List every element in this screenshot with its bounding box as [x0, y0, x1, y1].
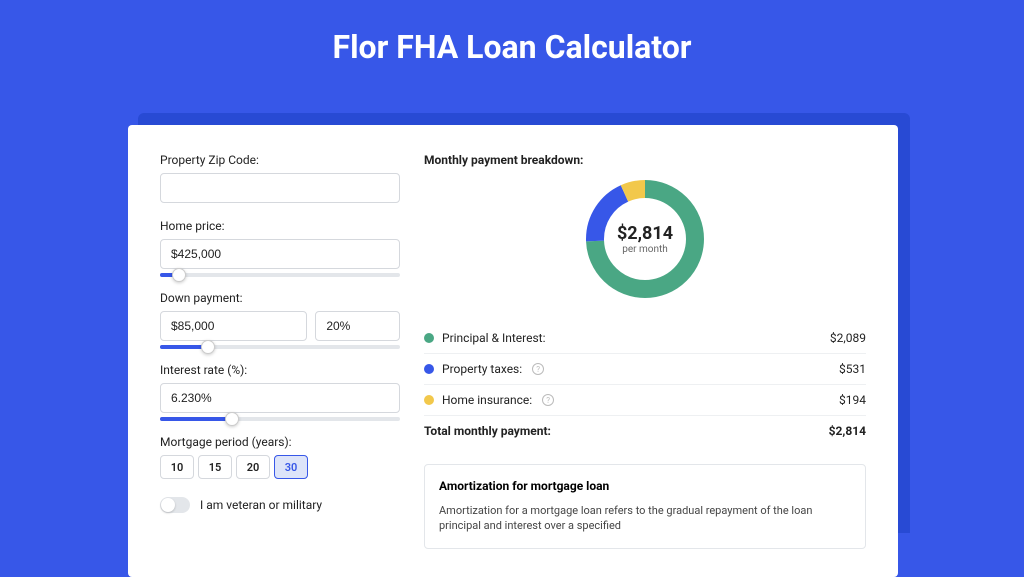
donut-value: $2,814 — [617, 223, 673, 244]
legend-value: $531 — [839, 362, 866, 376]
donut-chart: $2,814 per month — [585, 179, 705, 299]
period-btn-10[interactable]: 10 — [160, 455, 194, 479]
field-mortgage-period: Mortgage period (years): 10152030 — [160, 435, 400, 479]
donut-chart-wrap: $2,814 per month — [424, 179, 866, 299]
calculator-card: Property Zip Code: Home price: Down paym… — [128, 125, 898, 577]
legend-row-2: Home insurance:? $194 — [424, 385, 866, 416]
breakdown-title: Monthly payment breakdown: — [424, 153, 866, 167]
interest-rate-slider[interactable] — [160, 417, 400, 421]
legend-label: Home insurance: — [442, 393, 532, 407]
total-value: $2,814 — [829, 424, 866, 438]
page-title: Flor FHA Loan Calculator — [0, 0, 1024, 90]
field-zip: Property Zip Code: — [160, 153, 400, 205]
legend-dot-icon — [424, 395, 434, 405]
zip-input[interactable] — [160, 173, 400, 203]
legend-value: $2,089 — [830, 331, 866, 345]
amortization-title: Amortization for mortgage loan — [439, 479, 851, 493]
field-down-payment: Down payment: — [160, 291, 400, 349]
down-payment-slider[interactable] — [160, 345, 400, 349]
mortgage-period-label: Mortgage period (years): — [160, 435, 400, 449]
legend-label: Property taxes: — [442, 362, 522, 376]
veteran-label: I am veteran or military — [200, 498, 322, 512]
veteran-toggle[interactable] — [160, 497, 190, 513]
home-price-input[interactable] — [160, 239, 400, 269]
interest-rate-input[interactable] — [160, 383, 400, 413]
legend-row-0: Principal & Interest: $2,089 — [424, 323, 866, 354]
info-icon[interactable]: ? — [532, 363, 544, 375]
home-price-slider[interactable] — [160, 273, 400, 277]
veteran-toggle-knob — [161, 498, 175, 512]
period-btn-20[interactable]: 20 — [236, 455, 270, 479]
field-home-price: Home price: — [160, 219, 400, 277]
interest-rate-label: Interest rate (%): — [160, 363, 400, 377]
form-column: Property Zip Code: Home price: Down paym… — [160, 153, 400, 549]
legend-row-1: Property taxes:? $531 — [424, 354, 866, 385]
mortgage-period-buttons: 10152030 — [160, 455, 400, 479]
legend-dot-icon — [424, 364, 434, 374]
amortization-box: Amortization for mortgage loan Amortizat… — [424, 464, 866, 549]
amortization-text: Amortization for a mortgage loan refers … — [439, 503, 851, 534]
period-btn-15[interactable]: 15 — [198, 455, 232, 479]
down-payment-input[interactable] — [160, 311, 307, 341]
down-payment-slider-thumb[interactable] — [201, 340, 215, 354]
legend-dot-icon — [424, 333, 434, 343]
interest-rate-slider-thumb[interactable] — [225, 412, 239, 426]
total-label: Total monthly payment: — [424, 424, 551, 438]
field-interest-rate: Interest rate (%): — [160, 363, 400, 421]
down-payment-pct-input[interactable] — [315, 311, 400, 341]
breakdown-legend: Principal & Interest: $2,089 Property taxe… — [424, 323, 866, 416]
down-payment-label: Down payment: — [160, 291, 400, 305]
donut-sub: per month — [617, 244, 673, 255]
results-column: Monthly payment breakdown: $2,814 per mo… — [424, 153, 866, 549]
legend-label: Principal & Interest: — [442, 331, 546, 345]
home-price-label: Home price: — [160, 219, 400, 233]
donut-center: $2,814 per month — [617, 223, 673, 255]
info-icon[interactable]: ? — [542, 394, 554, 406]
home-price-slider-thumb[interactable] — [172, 268, 186, 282]
period-btn-30[interactable]: 30 — [274, 455, 308, 479]
zip-label: Property Zip Code: — [160, 153, 400, 167]
total-row: Total monthly payment: $2,814 — [424, 416, 866, 446]
legend-value: $194 — [839, 393, 866, 407]
veteran-toggle-row: I am veteran or military — [160, 497, 400, 513]
